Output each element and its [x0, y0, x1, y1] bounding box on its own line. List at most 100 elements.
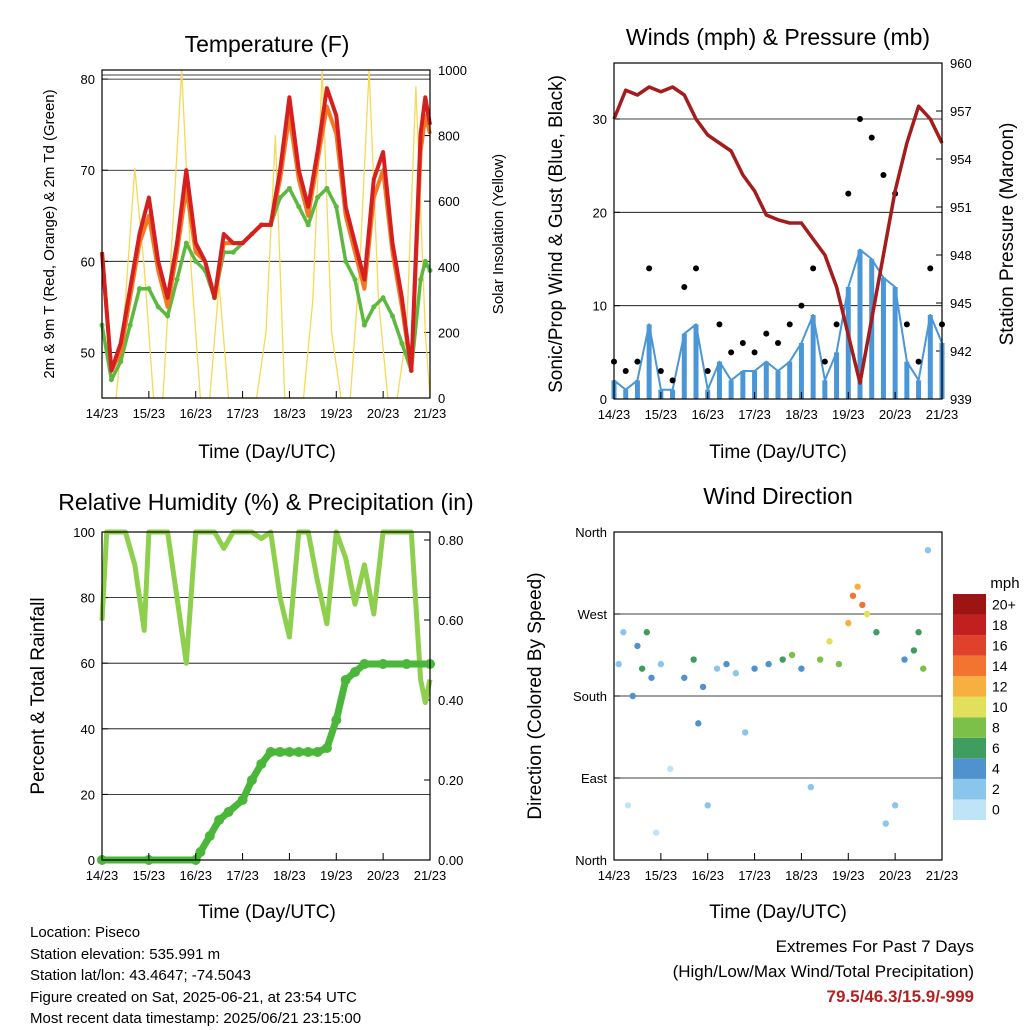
y-tick-label: 0 — [600, 392, 607, 407]
y2-tick-label: 942 — [950, 344, 972, 359]
x-tick-label: 16/23 — [691, 868, 724, 883]
gust-point — [646, 265, 653, 272]
dewpoint-point — [390, 313, 396, 319]
temp-2m-line — [100, 86, 432, 373]
dewpoint-point — [343, 258, 349, 264]
y2-tick-label: 954 — [950, 152, 972, 167]
station-info: Location: Piseco Station elevation: 535.… — [30, 922, 361, 1030]
dewpoint-point — [296, 204, 302, 210]
direction-point — [816, 656, 824, 663]
extremes-title: Extremes For Past 7 Days — [775, 937, 974, 956]
colorbar-swatch — [953, 778, 986, 800]
station-elevation: Station elevation: 535.991 m — [30, 945, 221, 963]
station-latlon: Station lat/lon: 43.4647; -74.5043 — [30, 967, 252, 984]
wind-ylabel-right: Station Pressure (Maroon) — [997, 123, 1018, 346]
gust-point — [786, 321, 793, 328]
precip-point — [275, 747, 286, 757]
x-tick-label: 15/23 — [133, 868, 166, 883]
gust-point — [751, 349, 758, 356]
direction-point — [807, 783, 814, 791]
direction-point — [924, 547, 932, 554]
precip-point — [237, 795, 248, 805]
direction-point — [765, 660, 772, 668]
dewpoint-point — [380, 295, 386, 301]
humidity-plot: 0 20 40 60 80 100 0.00 0.20 0.40 0.60 0.80 14/23 15/… — [73, 525, 463, 883]
gust-point — [927, 265, 934, 272]
direction-point — [826, 638, 833, 645]
humidity-panel: Relative Humidity (%) & Precipitation (i… — [28, 489, 474, 923]
x-tick-label: 18/23 — [785, 868, 818, 883]
gust-point — [704, 368, 711, 374]
x-tick-label: 20/23 — [879, 407, 912, 422]
dewpoint-point — [418, 277, 424, 283]
precip-point — [350, 667, 361, 677]
gust-point — [728, 349, 735, 356]
y2-tick-label: 951 — [950, 200, 972, 215]
colorbar-label: 0 — [992, 802, 1000, 818]
direction-xlabel: Time (Day/UTC) — [709, 902, 847, 923]
precip-point — [321, 743, 332, 753]
dewpoint-point — [146, 286, 152, 292]
direction-point — [690, 656, 697, 663]
dewpoint-point — [361, 322, 367, 328]
y-tick-label: 80 — [81, 72, 95, 87]
colorbar-swatch — [953, 758, 986, 779]
dewpoint-point — [230, 249, 236, 255]
dewpoint-point — [324, 185, 330, 191]
direction-point — [695, 720, 702, 727]
y2-tick-label: 945 — [950, 296, 972, 311]
gust-point — [821, 358, 828, 365]
colorbar-label: 8 — [992, 720, 1000, 736]
x-tick-label: 20/23 — [879, 868, 912, 883]
y-tick-label: West — [578, 607, 608, 622]
x-tick-label: 14/23 — [86, 868, 119, 883]
y-tick-label: South — [573, 689, 607, 704]
direction-point — [849, 592, 857, 599]
precip-point — [195, 847, 206, 857]
y-tick-label: North — [575, 853, 607, 868]
y-tick-label: 30 — [593, 112, 607, 127]
temperature-panel: Temperature (F) 506070800200400600800100… — [41, 31, 507, 463]
x-tick-label: 14/23 — [598, 868, 631, 883]
colorbar-label: 16 — [992, 637, 1008, 653]
y-tick-label: 80 — [81, 591, 95, 606]
y-tick-label: 100 — [73, 525, 95, 540]
x-tick-label: 18/23 — [273, 868, 306, 883]
direction-point — [652, 829, 660, 836]
direction-point — [634, 642, 641, 650]
direction-point — [648, 674, 655, 681]
colorbar-title: mph — [990, 575, 1019, 592]
y2-tick-label: 957 — [950, 104, 972, 119]
dewpoint-point — [127, 322, 133, 328]
colorbar-label: 18 — [992, 617, 1008, 633]
x-tick-label: 20/23 — [367, 868, 400, 883]
y2-tick-label: 200 — [438, 325, 460, 340]
gust-point — [903, 321, 910, 328]
recent-timestamp: Most recent data timestamp: 2025/06/21 2… — [30, 1010, 362, 1027]
dewpoint-point — [174, 277, 180, 283]
gust-point — [833, 321, 840, 328]
extremes-values: 79.5/46.3/15.9/-999 — [826, 987, 974, 1006]
y-tick-label: 20 — [593, 205, 607, 220]
direction-point — [863, 610, 871, 618]
gust-point — [775, 340, 781, 346]
dewpoint-point — [183, 240, 189, 246]
direction-point — [788, 651, 796, 659]
direction-point — [742, 729, 749, 736]
y-tick-label: 20 — [81, 787, 95, 802]
x-tick-label: 16/23 — [691, 407, 724, 422]
colorbar-swatch — [953, 635, 986, 656]
precip-point — [293, 747, 304, 757]
gust-point — [739, 340, 746, 346]
wind-frame — [613, 62, 943, 400]
x-tick-label: 19/23 — [320, 868, 353, 883]
temperature-ylabel-right: Solar Insolation (Yellow) — [490, 154, 507, 314]
direction-point — [779, 656, 786, 663]
precip-point — [214, 815, 225, 825]
y-tick-label: 40 — [81, 722, 95, 737]
temperature-ylabel-left: 2m & 9m T (Red, Orange) & 2m Td (Green) — [41, 89, 58, 378]
direction-point — [713, 665, 721, 672]
